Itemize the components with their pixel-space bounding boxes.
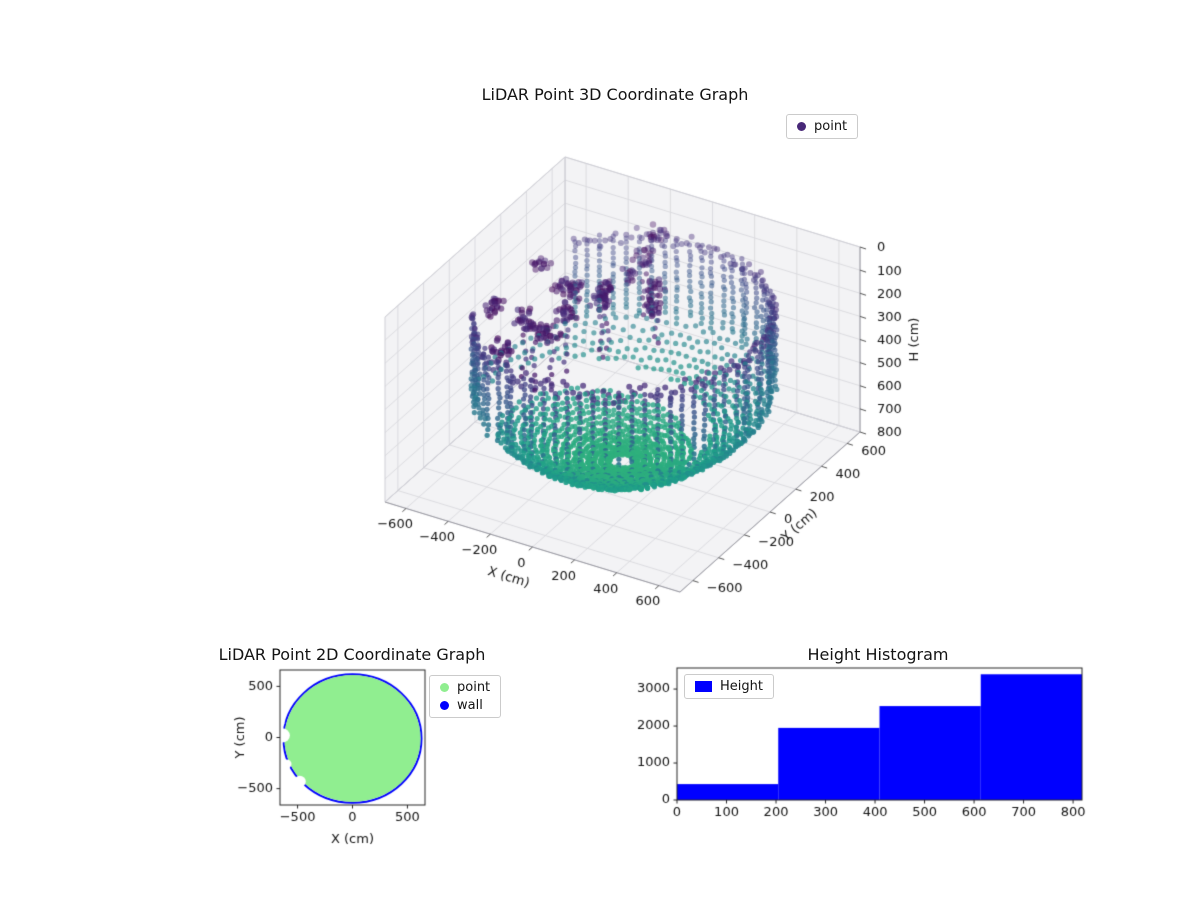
- legend-label: point: [814, 119, 848, 134]
- legend-entry-wall-2d: wall: [440, 698, 490, 713]
- legend-entry-point-3d: point: [797, 119, 847, 134]
- height-marker-icon: [695, 681, 712, 692]
- histogram-title: Height Histogram: [807, 645, 949, 664]
- plot2d-legend: point wall: [429, 675, 502, 718]
- point-marker-icon: [797, 122, 806, 131]
- legend-label: Height: [720, 679, 763, 694]
- legend-label: point: [457, 680, 491, 695]
- wall-marker-icon: [440, 701, 449, 710]
- plot3d-legend: point: [786, 114, 859, 139]
- legend-label: wall: [457, 698, 483, 713]
- legend-entry-point-2d: point: [440, 680, 490, 695]
- point-marker-icon: [440, 683, 449, 692]
- histogram-legend: Height: [684, 674, 774, 699]
- plot2d-title: LiDAR Point 2D Coordinate Graph: [218, 645, 486, 664]
- plot3d-title: LiDAR Point 3D Coordinate Graph: [481, 85, 749, 104]
- legend-entry-height: Height: [695, 679, 763, 694]
